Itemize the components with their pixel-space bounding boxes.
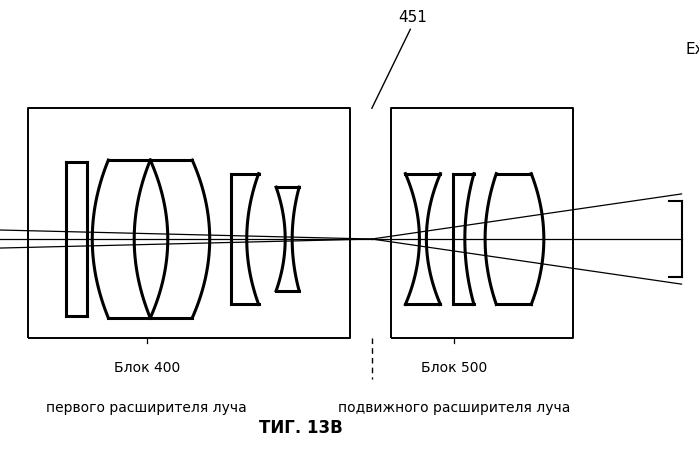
Text: ExP: ExP [685, 42, 699, 57]
Text: Блок 400: Блок 400 [114, 361, 180, 375]
Text: Блок 500: Блок 500 [421, 361, 487, 375]
Text: 451: 451 [398, 10, 428, 25]
Text: первого расширителя луча: первого расширителя луча [46, 401, 247, 415]
Text: ΤИГ. 13В: ΤИГ. 13В [259, 419, 343, 437]
Text: подвижного расширителя луча: подвижного расширителя луча [338, 401, 570, 415]
